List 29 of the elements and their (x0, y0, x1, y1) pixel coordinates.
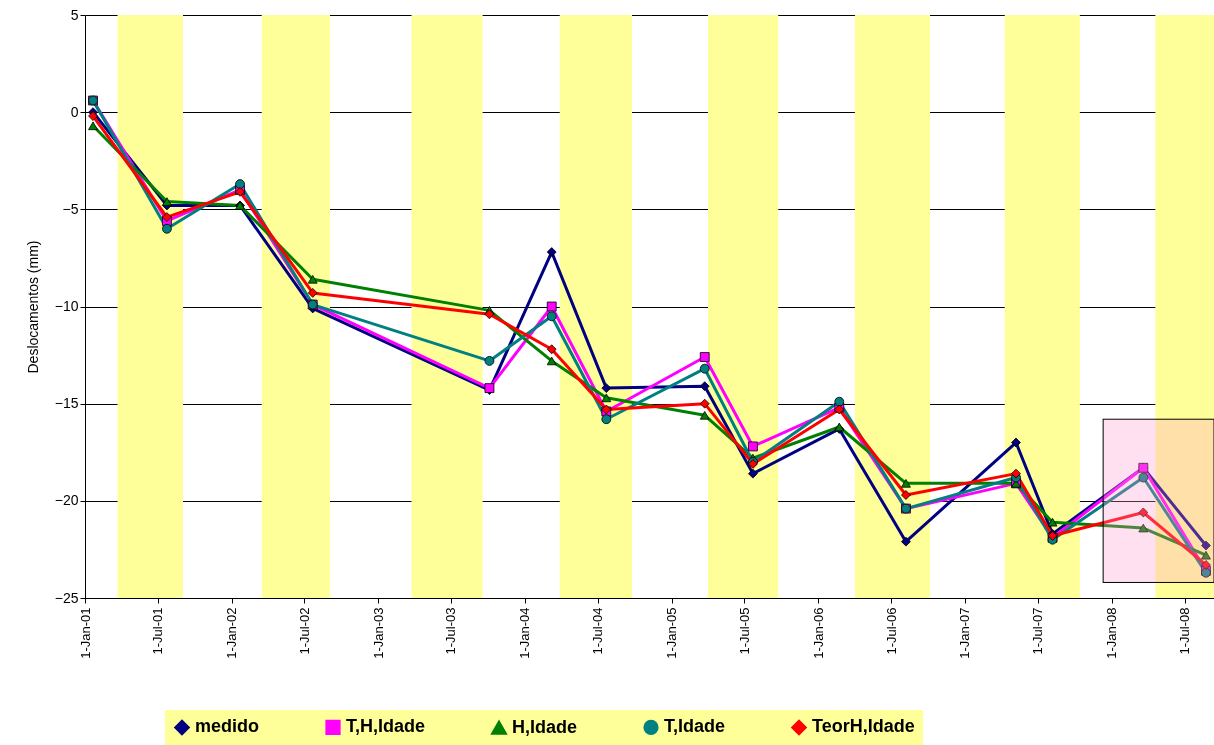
x-tick-label: 1-Jan-04 (517, 607, 533, 659)
legend-label: T,H,Idade (346, 716, 426, 737)
y-tick-label: 0 (70, 103, 79, 120)
x-tick-label: 1-Jul-06 (883, 607, 899, 655)
y-axis-title: Deslocamentos (mm) (24, 240, 41, 374)
y-tick-label: −25 (54, 589, 79, 606)
legend-label: TeorH,Idade (812, 716, 915, 737)
x-tick-label: 1-Jul-03 (443, 607, 459, 655)
x-tick-label: 1-Jan-06 (810, 607, 826, 659)
y-tick-label: 5 (70, 6, 79, 23)
y-tick-label: −20 (54, 492, 79, 509)
x-tick-label: 1-Jan-01 (77, 607, 93, 659)
x-tick-label: 1-Jan-03 (370, 607, 386, 659)
x-tick-label: 1-Jan-08 (1104, 607, 1120, 659)
y-tick-label: −10 (54, 298, 79, 314)
x-tick-label: 1-Jul-08 (1177, 607, 1193, 655)
x-tick-label: 1-Jul-04 (590, 607, 606, 655)
x-tick-label: 1-Jan-05 (664, 607, 680, 659)
legend-label: T,Idade (664, 716, 726, 737)
legend-label: H,Idade (512, 716, 578, 737)
legend-label: medido (195, 716, 260, 737)
x-tick-label: 1-Jul-05 (736, 607, 752, 655)
x-tick-label: 1-Jul-01 (150, 607, 166, 655)
y-tick-label: −15 (54, 395, 79, 412)
x-tick-label: 1-Jul-07 (1030, 607, 1046, 655)
x-tick-label: 1-Jan-07 (957, 607, 973, 659)
x-tick-label: 1-Jan-02 (224, 607, 240, 659)
y-tick-label: −5 (62, 200, 79, 217)
x-tick-label: 1-Jul-02 (296, 607, 312, 655)
